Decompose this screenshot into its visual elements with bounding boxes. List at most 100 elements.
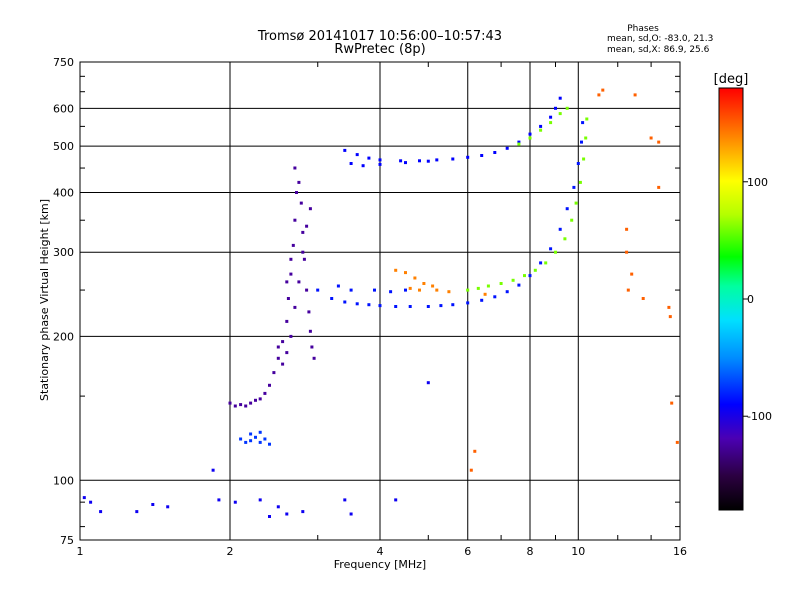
data-point: [299, 201, 303, 205]
data-point: [373, 288, 376, 292]
data-point: [576, 162, 580, 165]
data-point: [233, 500, 237, 504]
data-point: [367, 303, 371, 307]
data-point: [378, 158, 382, 162]
data-point: [486, 284, 490, 288]
data-point: [289, 257, 293, 261]
data-point: [493, 151, 497, 154]
data-point: [394, 268, 398, 272]
y-tick-label: 500: [53, 140, 74, 153]
data-point: [426, 381, 430, 385]
data-point: [308, 207, 312, 211]
y-tick-label: 400: [53, 186, 74, 199]
data-point: [625, 250, 629, 254]
data-point: [558, 112, 562, 116]
data-point: [418, 288, 421, 292]
data-point: [367, 156, 371, 160]
data-point: [584, 136, 588, 140]
data-point: [570, 218, 574, 222]
data-point: [276, 356, 280, 360]
data-point: [343, 300, 347, 304]
colorbar-tick-label: -100: [747, 410, 772, 423]
data-point: [505, 146, 509, 150]
data-point: [286, 297, 290, 300]
colorbar-ticks: 100 0 -100: [743, 176, 772, 423]
y-tick-label: 300: [53, 246, 74, 259]
data-point: [349, 162, 353, 165]
data-point: [563, 237, 567, 241]
y-axis-label: Stationary phase Virtual Height [km]: [38, 199, 51, 401]
data-point: [239, 437, 243, 441]
data-point: [431, 284, 435, 288]
data-point: [233, 404, 237, 408]
data-point: [305, 288, 309, 292]
data-point: [408, 286, 412, 290]
stats-line-x: mean, sd,X: 86.9, 25.6: [607, 45, 710, 55]
data-point: [517, 140, 521, 144]
data-point: [554, 106, 557, 110]
data-point: [539, 128, 543, 132]
data-point: [307, 310, 311, 314]
chart-subtitle: RwPretec (8p): [334, 42, 425, 57]
data-point: [528, 274, 532, 278]
data-point: [99, 510, 103, 514]
data-point: [447, 290, 451, 294]
data-point: [254, 435, 257, 439]
data-point: [239, 403, 243, 407]
data-point: [249, 432, 253, 436]
data-point: [528, 136, 532, 140]
colorbar: [718, 87, 744, 511]
data-point: [667, 305, 671, 309]
y-tick-label: 750: [53, 56, 74, 69]
data-point: [389, 290, 393, 294]
data-point: [426, 305, 430, 308]
data-points: [82, 88, 679, 518]
data-point: [675, 440, 679, 444]
data-point: [263, 437, 267, 441]
data-point: [413, 276, 417, 280]
stats-heading: Phases: [627, 24, 659, 34]
data-point: [244, 404, 248, 408]
data-point: [394, 305, 398, 308]
data-point: [285, 351, 289, 355]
data-point: [426, 159, 430, 163]
x-tick-label: 10: [571, 545, 585, 558]
data-point: [258, 498, 262, 502]
data-point: [630, 272, 634, 276]
data-point: [244, 440, 248, 444]
data-point: [418, 159, 421, 163]
data-point: [276, 505, 280, 509]
data-point: [582, 157, 586, 161]
data-point: [394, 498, 398, 502]
data-point: [258, 440, 262, 444]
data-point: [404, 271, 407, 275]
data-point: [378, 304, 382, 308]
data-point: [554, 250, 557, 254]
data-point: [528, 132, 532, 136]
data-point: [399, 159, 403, 163]
data-point: [297, 180, 301, 184]
data-point: [585, 117, 589, 121]
data-point: [355, 153, 359, 157]
data-point: [633, 93, 637, 97]
data-point: [480, 298, 484, 302]
data-point: [657, 140, 661, 144]
y-tick-label: 75: [60, 534, 74, 547]
data-point: [310, 345, 314, 349]
data-point: [89, 500, 93, 504]
data-point: [466, 301, 470, 305]
data-point: [135, 510, 139, 514]
data-point: [268, 442, 271, 446]
data-point: [601, 88, 605, 92]
data-point: [228, 401, 232, 405]
data-point: [466, 155, 470, 159]
data-point: [316, 288, 320, 292]
data-point: [258, 430, 262, 434]
data-point: [268, 383, 271, 387]
data-point: [581, 121, 585, 125]
data-point: [301, 510, 305, 514]
data-point: [473, 449, 477, 453]
y-tick-label: 600: [53, 102, 74, 115]
data-point: [254, 398, 257, 402]
data-point: [217, 498, 221, 502]
